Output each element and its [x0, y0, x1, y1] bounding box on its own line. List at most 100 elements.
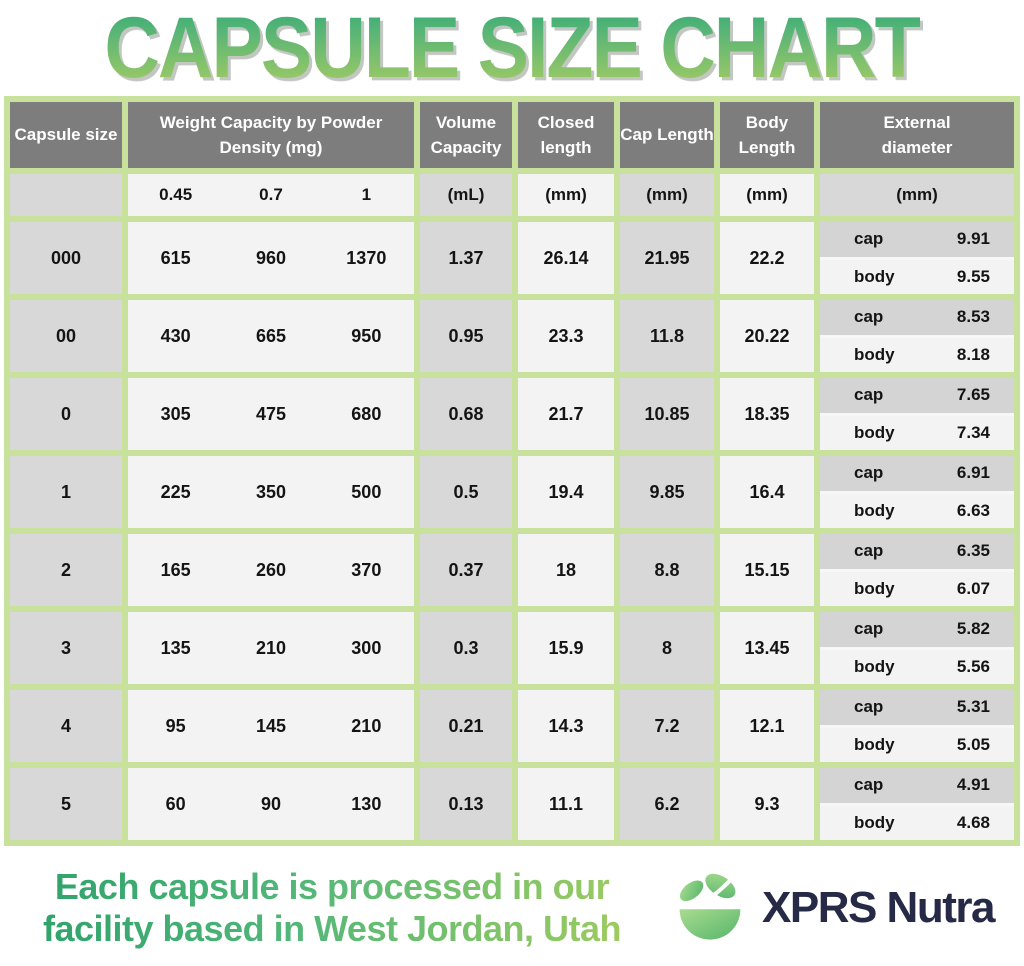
weight-1-value: 1370 — [346, 247, 387, 268]
closed-length-value: 14.3 — [518, 690, 614, 762]
body-length-value: 22.2 — [720, 222, 814, 294]
closed-length-value: 23.3 — [518, 300, 614, 372]
weight-values-cell: 430 665 950 — [128, 300, 414, 372]
capsule-size-table: Capsule size Weight Capacity by Powder D… — [4, 96, 1020, 846]
cap-length-value: 6.2 — [620, 768, 714, 840]
external-diameter-cell: cap 8.53 body 8.18 — [820, 300, 1014, 372]
ext-cap-label: cap — [854, 385, 884, 405]
ext-cap-value: 4.91 — [956, 775, 990, 795]
weight-1-value: 680 — [351, 403, 382, 424]
table-row-2: 2 165 260 370 0.37 18 8.8 15.15 cap 6.35… — [10, 534, 1014, 606]
density-1-label: 1 — [361, 185, 372, 204]
cap-length-value: 8 — [620, 612, 714, 684]
ext-body-label: body — [854, 500, 895, 520]
external-body-row: body 6.07 — [820, 571, 1014, 606]
ext-body-value: 9.55 — [956, 266, 990, 286]
table-row-00: 00 430 665 950 0.95 23.3 11.8 20.22 cap … — [10, 300, 1014, 372]
body-length-value: 16.4 — [720, 456, 814, 528]
weight-0.7-value: 665 — [255, 325, 287, 346]
closed-length-value: 21.7 — [518, 378, 614, 450]
ext-cap-label: cap — [854, 307, 884, 327]
capsule-size-value: 1 — [10, 456, 122, 528]
volume-value: 0.21 — [420, 690, 512, 762]
weight-values-cell: 135 210 300 — [128, 612, 414, 684]
capsule-size-value: 2 — [10, 534, 122, 606]
weight-1-value: 210 — [351, 715, 382, 736]
volume-value: 0.68 — [420, 378, 512, 450]
volume-value: 0.3 — [420, 612, 512, 684]
external-diameter-cell: cap 7.65 body 7.34 — [820, 378, 1014, 450]
facility-note-line1: Each capsule is processed in our — [54, 865, 610, 907]
external-body-row: body 5.05 — [820, 727, 1014, 762]
external-cap-row: cap 8.53 — [820, 300, 1014, 338]
brand-logo: XPRS Nutra — [670, 864, 995, 953]
weight-0.7-value: 350 — [255, 481, 287, 502]
table-units-row: 0.45 0.7 1 (mL) (mm) (mm) (mm) (mm) — [10, 174, 1014, 216]
ext-body-value: 6.63 — [956, 500, 990, 520]
ext-body-label: body — [854, 422, 895, 442]
external-diameter-cell: cap 6.91 body 6.63 — [820, 456, 1014, 528]
capsule-size-value: 00 — [10, 300, 122, 372]
weight-1-value: 500 — [351, 481, 382, 502]
ext-cap-value: 6.35 — [956, 541, 990, 561]
weight-0.45-value: 135 — [160, 637, 191, 658]
cap-length-value: 10.85 — [620, 378, 714, 450]
weight-values-cell: 615 960 1370 — [128, 222, 414, 294]
weight-values-cell: 305 475 680 — [128, 378, 414, 450]
body-length-value: 12.1 — [720, 690, 814, 762]
weight-0.45-value: 225 — [160, 481, 191, 502]
external-diameter-cell: cap 5.82 body 5.56 — [820, 612, 1014, 684]
ext-body-label: body — [854, 266, 895, 286]
ext-cap-value: 5.82 — [956, 619, 990, 639]
ext-cap-value: 6.91 — [956, 463, 990, 483]
body-length-value: 9.3 — [720, 768, 814, 840]
density-0.7-label: 0.7 — [259, 185, 283, 204]
external-body-row: body 5.56 — [820, 649, 1014, 684]
weight-0.7-value: 960 — [255, 247, 287, 268]
ext-cap-value: 5.31 — [956, 697, 990, 717]
external-body-row: body 6.63 — [820, 493, 1014, 528]
external-cap-row: cap 9.91 — [820, 222, 1014, 260]
cap-length-value: 8.8 — [620, 534, 714, 606]
cap-length-value: 21.95 — [620, 222, 714, 294]
footer: Each capsule is processed in our facilit… — [0, 854, 1024, 962]
closed-length-value: 18 — [518, 534, 614, 606]
weight-0.7-value: 145 — [255, 715, 287, 736]
volume-value: 1.37 — [420, 222, 512, 294]
body-length-value: 13.45 — [720, 612, 814, 684]
header-cap-length: Cap Length — [620, 102, 714, 168]
capsule-size-value: 000 — [10, 222, 122, 294]
ext-body-value: 4.68 — [956, 812, 990, 832]
ext-cap-value: 7.65 — [956, 385, 990, 405]
header-closed-length: Closed length — [518, 102, 614, 168]
brand-name: XPRS Nutra — [762, 883, 995, 932]
density-0.45-label: 0.45 — [159, 185, 193, 204]
capsule-size-value: 0 — [10, 378, 122, 450]
table-header-row: Capsule size Weight Capacity by Powder D… — [10, 102, 1014, 168]
weight-values-cell: 225 350 500 — [128, 456, 414, 528]
capsule-size-value: 4 — [10, 690, 122, 762]
cap-length-value: 9.85 — [620, 456, 714, 528]
external-body-row: body 7.34 — [820, 415, 1014, 450]
units-body: (mm) — [720, 174, 814, 216]
header-body-length: Body Length — [720, 102, 814, 168]
external-diameter-cell: cap 5.31 body 5.05 — [820, 690, 1014, 762]
weight-0.7-value: 90 — [260, 793, 281, 814]
ext-cap-value: 9.91 — [956, 229, 990, 249]
weight-0.7-value: 210 — [255, 637, 287, 658]
ext-cap-label: cap — [854, 775, 884, 795]
capsule-size-value: 3 — [10, 612, 122, 684]
header-capsule-size: Capsule size — [10, 102, 122, 168]
ext-body-value: 6.07 — [956, 578, 990, 598]
weight-0.45-value: 60 — [165, 793, 186, 814]
table-row-000: 000 615 960 1370 1.37 26.14 21.95 22.2 c… — [10, 222, 1014, 294]
weight-1-value: 370 — [351, 559, 382, 580]
external-cap-row: cap 5.82 — [820, 612, 1014, 650]
weight-values-cell: 60 90 130 — [128, 768, 414, 840]
weight-0.45-value: 430 — [160, 325, 191, 346]
header-weight-capacity: Weight Capacity by Powder Density (mg) — [128, 102, 414, 168]
ext-body-label: body — [854, 344, 895, 364]
weight-1-value: 300 — [351, 637, 382, 658]
page-title: CAPSULE SIZE CHART — [104, 0, 921, 98]
units-external: (mm) — [820, 174, 1014, 216]
